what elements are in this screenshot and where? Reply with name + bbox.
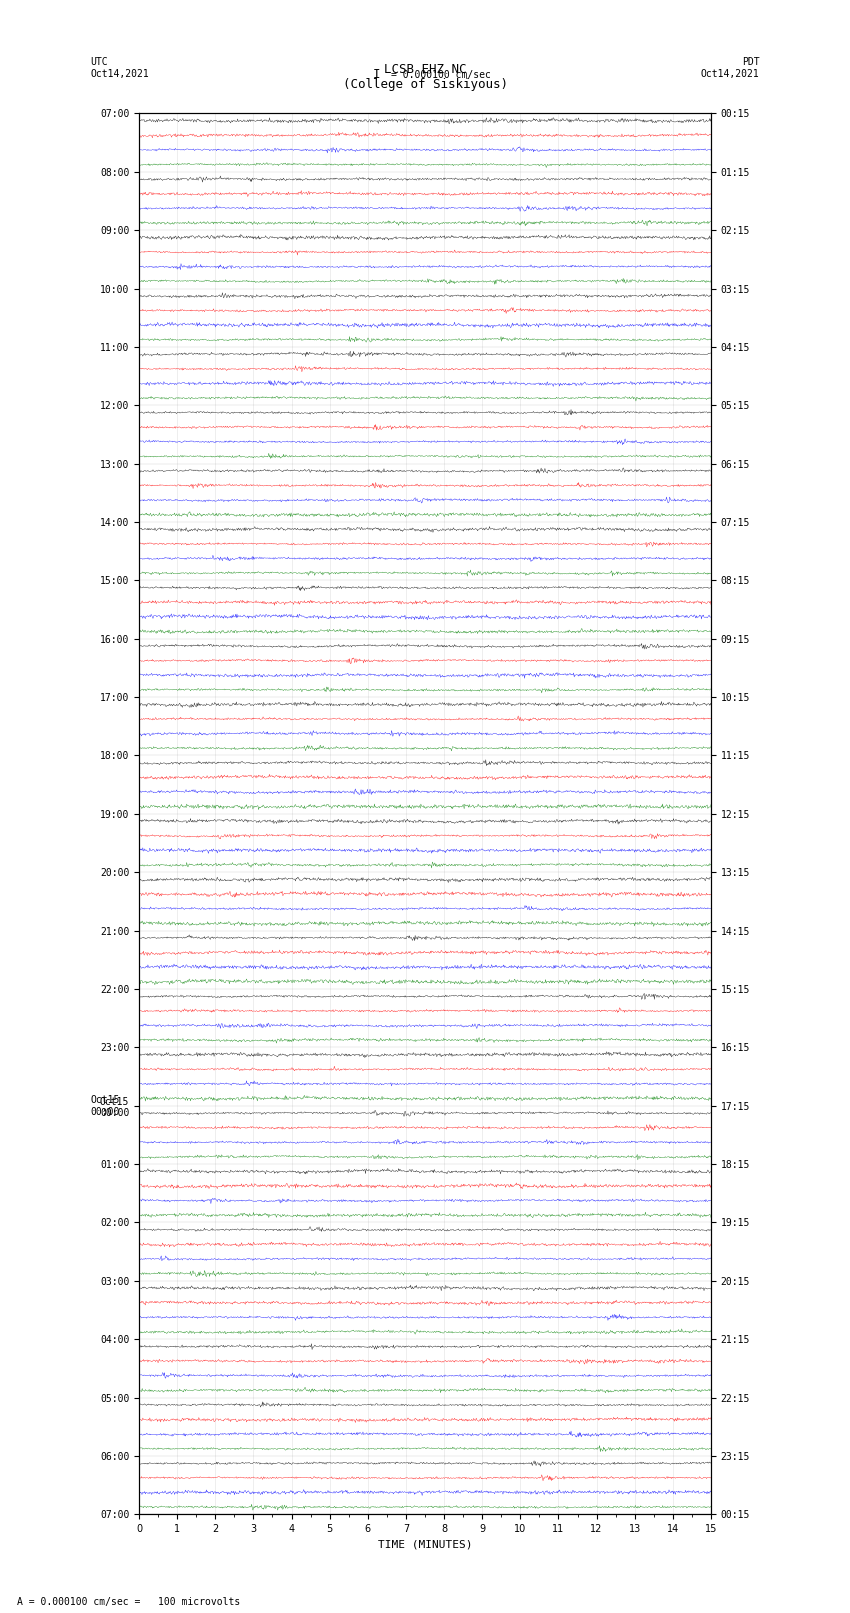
Text: UTC
Oct14,2021: UTC Oct14,2021 [90, 58, 149, 79]
X-axis label: TIME (MINUTES): TIME (MINUTES) [377, 1540, 473, 1550]
Text: = 0.000100 cm/sec: = 0.000100 cm/sec [391, 71, 490, 81]
Text: PDT
Oct14,2021: PDT Oct14,2021 [701, 58, 760, 79]
Title: LCSB EHZ NC
(College of Siskiyous): LCSB EHZ NC (College of Siskiyous) [343, 63, 507, 92]
Text: Oct15
00:00: Oct15 00:00 [90, 1095, 120, 1116]
Text: A = 0.000100 cm/sec =   100 microvolts: A = 0.000100 cm/sec = 100 microvolts [17, 1597, 241, 1607]
Text: I: I [372, 68, 380, 81]
